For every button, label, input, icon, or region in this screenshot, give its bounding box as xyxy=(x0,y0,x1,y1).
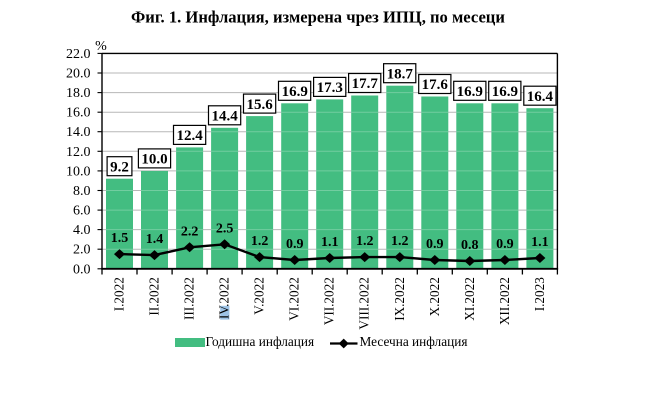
svg-text:V.2022: V.2022 xyxy=(252,277,267,315)
svg-text:4.0: 4.0 xyxy=(73,223,91,238)
svg-text:VIII.2022: VIII.2022 xyxy=(357,277,372,329)
svg-text:15.6: 15.6 xyxy=(246,97,273,113)
svg-text:16.9: 16.9 xyxy=(457,84,483,100)
svg-text:0.0: 0.0 xyxy=(73,262,91,277)
svg-text:IX.2022: IX.2022 xyxy=(392,277,407,321)
svg-text:XI.2022: XI.2022 xyxy=(462,277,477,321)
svg-text:XII.2022: XII.2022 xyxy=(497,277,512,325)
svg-text:X.2022: X.2022 xyxy=(427,277,442,316)
svg-text:6.0: 6.0 xyxy=(73,204,91,219)
svg-text:10.0: 10.0 xyxy=(141,152,167,168)
svg-text:22.0: 22.0 xyxy=(66,47,91,62)
svg-text:17.3: 17.3 xyxy=(317,80,343,96)
svg-text:0.9: 0.9 xyxy=(496,237,514,252)
svg-text:2.5: 2.5 xyxy=(216,221,234,236)
svg-text:I.2023: I.2023 xyxy=(532,277,547,311)
svg-text:16.9: 16.9 xyxy=(492,84,518,100)
svg-text:1.2: 1.2 xyxy=(356,234,374,249)
svg-text:IV.2022: IV.2022 xyxy=(217,277,232,319)
svg-text:14.4: 14.4 xyxy=(211,109,238,125)
svg-text:12.0: 12.0 xyxy=(66,145,91,160)
svg-text:17.7: 17.7 xyxy=(352,76,379,92)
svg-text:1.2: 1.2 xyxy=(391,234,409,249)
svg-text:Месечна инфлация: Месечна инфлация xyxy=(360,334,468,349)
svg-text:20.0: 20.0 xyxy=(66,67,91,82)
svg-text:8.0: 8.0 xyxy=(73,184,91,199)
svg-text:16.9: 16.9 xyxy=(282,84,308,100)
svg-text:1.2: 1.2 xyxy=(251,234,269,249)
svg-text:17.6: 17.6 xyxy=(422,77,449,93)
svg-text:12.4: 12.4 xyxy=(176,128,203,144)
svg-text:9.2: 9.2 xyxy=(110,159,129,175)
svg-text:1.5: 1.5 xyxy=(111,231,129,246)
svg-text:III.2022: III.2022 xyxy=(182,277,197,320)
svg-text:18.7: 18.7 xyxy=(387,66,414,82)
svg-text:0.9: 0.9 xyxy=(286,237,304,252)
svg-text:18.0: 18.0 xyxy=(66,86,91,101)
svg-text:0.8: 0.8 xyxy=(461,238,479,253)
svg-text:VII.2022: VII.2022 xyxy=(322,277,337,325)
svg-text:Фиг. 1. Инфлация, измерена чре: Фиг. 1. Инфлация, измерена чрез ИПЦ, по … xyxy=(131,8,505,27)
svg-text:I.2022: I.2022 xyxy=(112,277,127,311)
svg-text:10.0: 10.0 xyxy=(66,164,91,179)
svg-text:1.1: 1.1 xyxy=(321,235,339,250)
svg-text:2.0: 2.0 xyxy=(73,243,91,258)
svg-text:1.1: 1.1 xyxy=(531,235,549,250)
svg-text:0.9: 0.9 xyxy=(426,237,444,252)
svg-text:VI.2022: VI.2022 xyxy=(287,277,302,321)
svg-text:16.0: 16.0 xyxy=(66,106,91,121)
svg-text:2.2: 2.2 xyxy=(181,224,199,239)
svg-text:Годишна инфлация: Годишна инфлация xyxy=(206,334,315,349)
svg-text:II.2022: II.2022 xyxy=(147,277,162,315)
svg-text:16.4: 16.4 xyxy=(527,89,554,105)
svg-text:14.0: 14.0 xyxy=(66,125,91,140)
svg-text:1.4: 1.4 xyxy=(146,232,164,247)
svg-text:%: % xyxy=(95,39,107,54)
